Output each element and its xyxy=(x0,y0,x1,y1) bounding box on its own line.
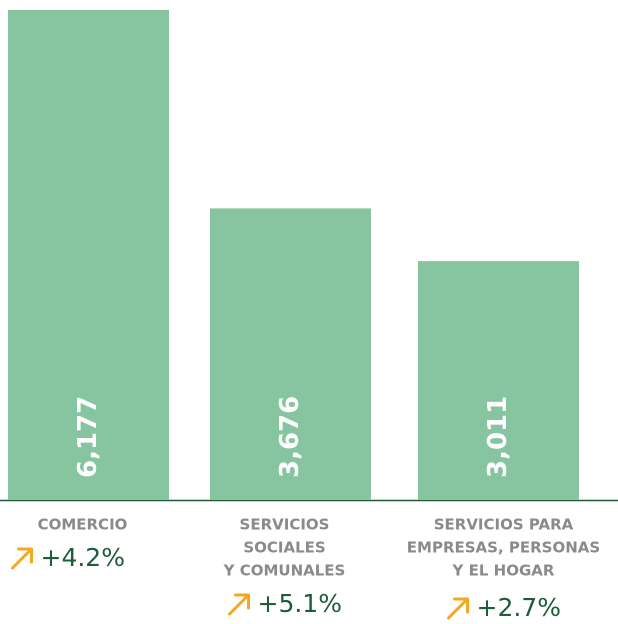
trend-arrow xyxy=(228,593,250,616)
bar xyxy=(418,261,579,500)
category-label: SOCIALES xyxy=(243,539,325,557)
trend-arrow xyxy=(447,597,469,620)
bar xyxy=(210,208,371,500)
change-label: +2.7% xyxy=(477,593,561,622)
value-label: 3,011 xyxy=(483,396,513,478)
category-label: Y EL HOGAR xyxy=(452,562,555,580)
category-label: EMPRESAS, PERSONAS xyxy=(407,539,600,557)
value-label: 3,676 xyxy=(275,396,305,478)
value-label: 6,177 xyxy=(73,396,103,478)
category-label: COMERCIO xyxy=(38,516,128,534)
category-label: Y COMUNALES xyxy=(223,562,346,580)
change-label: +5.1% xyxy=(258,589,342,618)
bar xyxy=(8,10,169,500)
category-label: SERVICIOS PARA xyxy=(434,516,574,534)
change-label: +4.2% xyxy=(41,543,125,572)
trend-arrow xyxy=(11,547,33,570)
category-label: SERVICIOS xyxy=(240,516,330,534)
